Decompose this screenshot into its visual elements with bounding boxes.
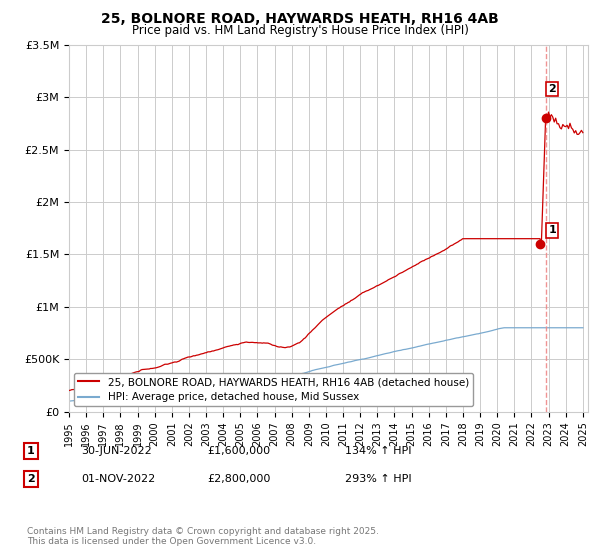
Text: 2: 2 — [548, 84, 556, 94]
Text: 30-JUN-2022: 30-JUN-2022 — [81, 446, 152, 456]
Text: 1: 1 — [548, 226, 556, 235]
Text: 25, BOLNORE ROAD, HAYWARDS HEATH, RH16 4AB: 25, BOLNORE ROAD, HAYWARDS HEATH, RH16 4… — [101, 12, 499, 26]
Text: 01-NOV-2022: 01-NOV-2022 — [81, 474, 155, 484]
Text: 2: 2 — [27, 474, 35, 484]
Text: Contains HM Land Registry data © Crown copyright and database right 2025.
This d: Contains HM Land Registry data © Crown c… — [27, 526, 379, 546]
Text: £2,800,000: £2,800,000 — [207, 474, 271, 484]
Text: 1: 1 — [27, 446, 35, 456]
Text: 134% ↑ HPI: 134% ↑ HPI — [345, 446, 412, 456]
Text: Price paid vs. HM Land Registry's House Price Index (HPI): Price paid vs. HM Land Registry's House … — [131, 24, 469, 37]
Legend: 25, BOLNORE ROAD, HAYWARDS HEATH, RH16 4AB (detached house), HPI: Average price,: 25, BOLNORE ROAD, HAYWARDS HEATH, RH16 4… — [74, 373, 473, 407]
Text: 293% ↑ HPI: 293% ↑ HPI — [345, 474, 412, 484]
Text: £1,600,000: £1,600,000 — [207, 446, 270, 456]
